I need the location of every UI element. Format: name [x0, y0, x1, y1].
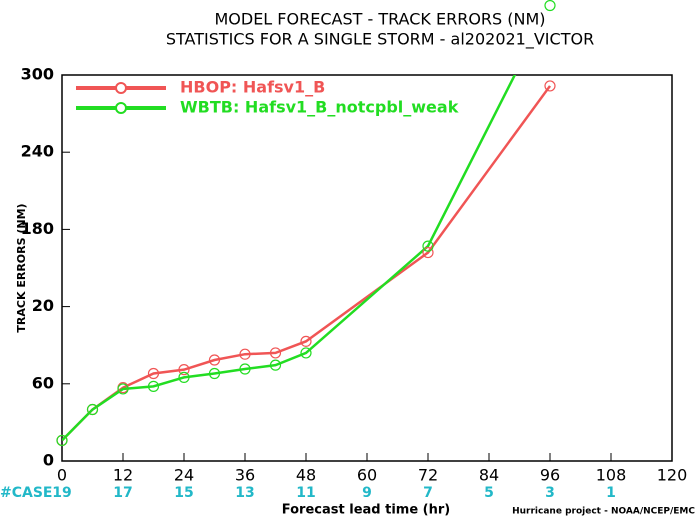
case-count: 7 — [423, 485, 433, 501]
case-label: #CASE — [0, 485, 53, 501]
x-tick-label: 0 — [57, 466, 67, 485]
x-tick-label: 108 — [596, 466, 627, 485]
x-tick-label: 96 — [540, 466, 560, 485]
case-count: 13 — [235, 485, 254, 501]
point — [544, 80, 556, 92]
y-tick-label: 60 — [32, 373, 54, 392]
point — [178, 371, 190, 383]
chart-subtitle: STATISTICS FOR A SINGLE STORM - al202021… — [166, 30, 594, 50]
case-count: 3 — [545, 485, 555, 501]
point — [147, 380, 160, 392]
x-tick-label: 36 — [235, 466, 255, 485]
series-line — [62, 75, 517, 442]
case-count: 1 — [606, 485, 616, 501]
point — [117, 383, 129, 395]
point — [208, 354, 221, 366]
x-tick-label: 72 — [418, 466, 438, 485]
point — [544, 0, 556, 12]
x-tick-label: 24 — [174, 466, 194, 485]
point — [208, 367, 221, 380]
legend-marker — [115, 82, 127, 94]
point — [178, 364, 190, 376]
legend-label: WBTB: Hafsv1_B_notcpbl_weak — [180, 98, 459, 117]
point — [269, 359, 282, 371]
point — [86, 403, 99, 416]
point — [56, 434, 68, 447]
x-tick-label: 84 — [479, 466, 499, 485]
case-count: 11 — [296, 485, 315, 501]
y-axis-label: TRACK ERRORS (NM) — [15, 203, 28, 332]
point — [300, 347, 312, 359]
legend-label: HBOP: Hafsv1_B — [180, 78, 325, 97]
point — [239, 348, 251, 360]
x-tick-label: 12 — [113, 466, 133, 485]
y-tick-label: 180 — [21, 219, 54, 238]
y-tick-label: 240 — [21, 142, 54, 161]
point — [300, 335, 312, 347]
x-tick-label: 60 — [357, 466, 377, 485]
case-count: 15 — [174, 485, 193, 501]
chart-title: MODEL FORECAST - TRACK ERRORS (NM) — [214, 10, 545, 29]
point — [422, 246, 434, 259]
point — [147, 367, 160, 380]
case-count: 17 — [113, 485, 132, 501]
case-count: 9 — [362, 485, 372, 501]
point — [239, 363, 251, 375]
y-tick-label: 300 — [21, 65, 54, 84]
plot-lines — [62, 75, 552, 442]
point — [422, 240, 434, 252]
legend-marker — [115, 102, 127, 114]
x-tick-label: 120 — [657, 466, 688, 485]
x-axis-label: Forecast lead time (hr) — [282, 503, 450, 518]
case-count: 19 — [52, 485, 71, 501]
footer: Hurricane project - NOAA/NCEP/EMC — [512, 507, 695, 517]
point — [269, 347, 282, 359]
y-tick-label: 0 — [43, 451, 54, 470]
case-count: 5 — [484, 485, 494, 501]
plot-frame — [61, 74, 673, 462]
y-tick-label: 20 — [32, 296, 54, 315]
x-tick-label: 48 — [296, 466, 316, 485]
